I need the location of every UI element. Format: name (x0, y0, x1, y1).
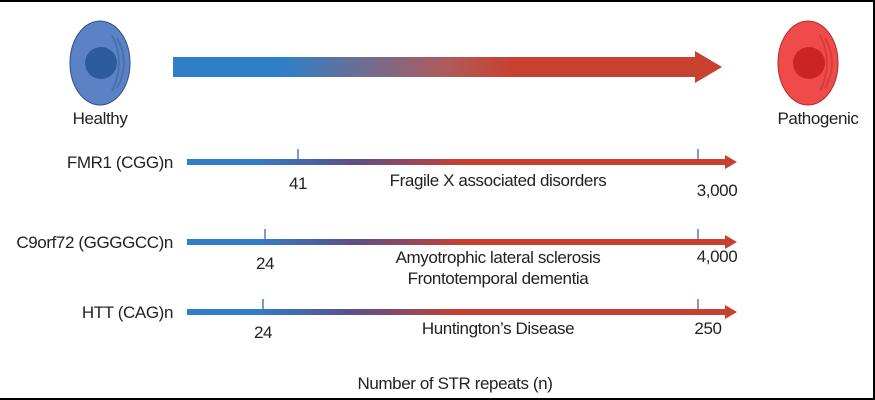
healthy-label: Healthy (73, 109, 129, 128)
progression-arrow (173, 51, 722, 83)
right-border (873, 2, 875, 400)
bottom-border (0, 398, 875, 400)
high-threshold: 3,000 (697, 181, 738, 200)
repeat-scale-arrow (187, 235, 737, 249)
disease-name: Huntington’s Disease (422, 319, 574, 338)
axis-label: Number of STR repeats (n) (357, 374, 552, 393)
high-threshold: 250 (694, 319, 721, 338)
low-threshold: 24 (254, 323, 272, 342)
gene-row-htt: HTT (CAG)n 24 Huntington’s Disease 250 (82, 299, 737, 342)
gene-label: HTT (CAG)n (82, 303, 173, 322)
repeat-scale-arrow (187, 305, 737, 319)
low-threshold: 24 (256, 254, 274, 273)
disease-name: Fragile X associated disorders (390, 171, 607, 190)
gene-row-fmr1: FMR1 (CGG)n 41 Fragile X associated diso… (67, 149, 738, 200)
healthy-cell-icon (69, 20, 131, 106)
repeat-scale-arrow (187, 155, 737, 169)
disease-name: Frontotemporal dementia (408, 269, 590, 288)
disease-name: Amyotrophic lateral sclerosis (396, 248, 601, 267)
gene-label: FMR1 (CGG)n (67, 153, 173, 172)
pathogenic-cell-icon (777, 20, 839, 106)
gene-row-c9orf72: C9orf72 (GGGGCC)n 24 Amyotrophic lateral… (16, 229, 738, 288)
pathogenic-label: Pathogenic (777, 109, 859, 128)
gene-label: C9orf72 (GGGGCC)n (16, 233, 173, 252)
high-threshold: 4,000 (697, 247, 738, 266)
low-threshold: 41 (289, 174, 307, 193)
